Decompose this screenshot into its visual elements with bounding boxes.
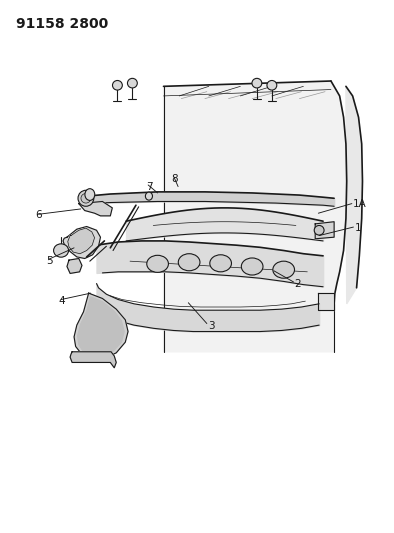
Ellipse shape	[147, 255, 169, 272]
Text: 1A: 1A	[353, 199, 366, 208]
Text: 5: 5	[46, 256, 53, 266]
Ellipse shape	[145, 192, 152, 200]
Ellipse shape	[85, 189, 95, 200]
Ellipse shape	[128, 78, 138, 88]
Polygon shape	[315, 222, 334, 239]
Ellipse shape	[54, 244, 69, 257]
Ellipse shape	[273, 261, 294, 278]
Ellipse shape	[252, 78, 262, 88]
Ellipse shape	[314, 225, 324, 235]
Polygon shape	[68, 228, 95, 254]
Ellipse shape	[81, 193, 91, 203]
Text: 2: 2	[295, 279, 301, 288]
Text: 8: 8	[171, 174, 178, 183]
Polygon shape	[63, 227, 100, 259]
Text: 3: 3	[208, 321, 215, 331]
Ellipse shape	[178, 254, 200, 271]
Polygon shape	[79, 201, 112, 216]
Polygon shape	[70, 352, 116, 368]
Polygon shape	[74, 293, 128, 360]
Text: 6: 6	[35, 211, 42, 220]
Ellipse shape	[113, 80, 122, 90]
Text: 4: 4	[58, 296, 65, 306]
Polygon shape	[318, 293, 334, 310]
Text: 91158 2800: 91158 2800	[16, 17, 108, 31]
Ellipse shape	[267, 80, 277, 90]
Ellipse shape	[210, 255, 232, 272]
Polygon shape	[346, 86, 362, 304]
Polygon shape	[164, 81, 347, 352]
Polygon shape	[78, 297, 124, 357]
Text: 7: 7	[146, 182, 152, 191]
Ellipse shape	[241, 258, 263, 275]
Ellipse shape	[78, 190, 94, 206]
Text: 1: 1	[355, 223, 361, 232]
Polygon shape	[67, 259, 82, 273]
